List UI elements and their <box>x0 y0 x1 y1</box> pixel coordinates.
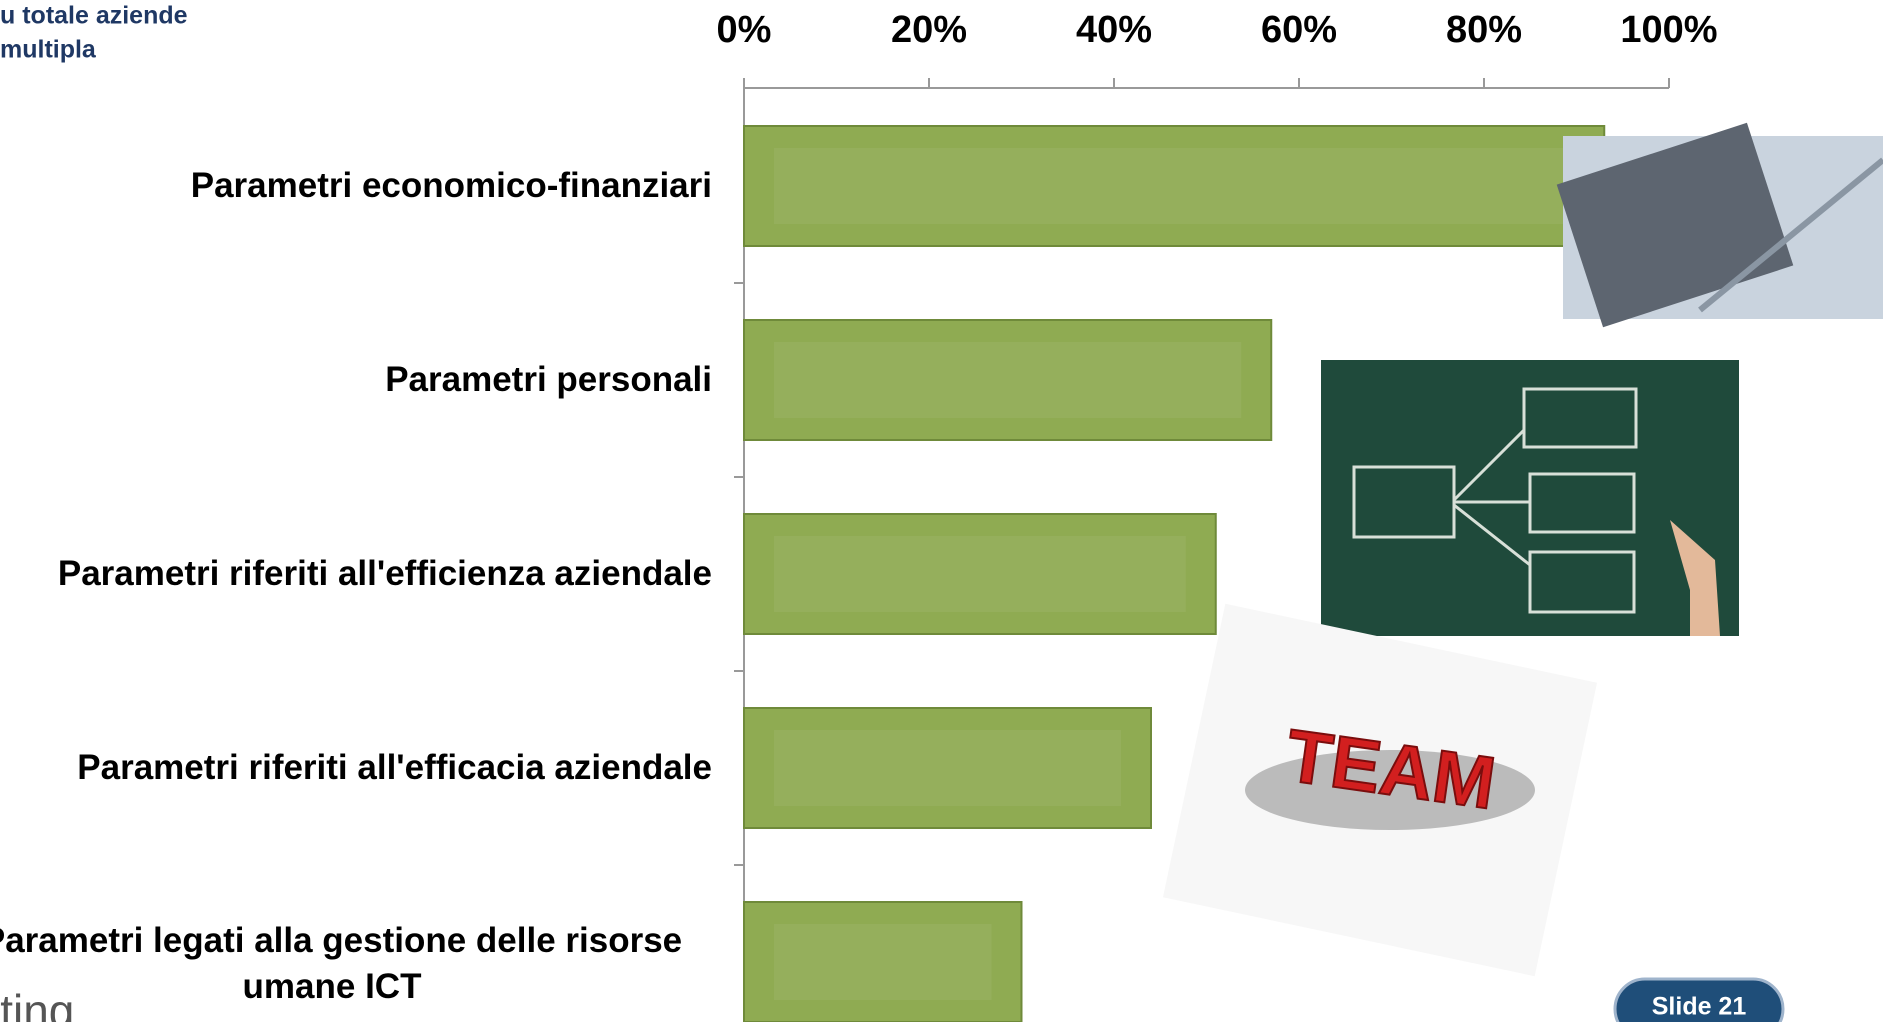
slide-number: Slide 21 <box>1652 993 1747 1021</box>
x-tick-label: 80% <box>1446 9 1522 51</box>
team-image: TEAM <box>1163 604 1597 976</box>
x-tick-label: 20% <box>891 9 967 51</box>
category-label: Parametri riferiti all'efficacia azienda… <box>0 745 712 791</box>
bar-bevel <box>774 342 1241 418</box>
x-tick-label: 0% <box>717 9 772 51</box>
x-tick-label: 60% <box>1261 9 1337 51</box>
bar-bevel <box>774 148 1574 224</box>
chalkboard-image <box>1321 360 1739 636</box>
x-tick-label: 40% <box>1076 9 1152 51</box>
category-label: Parametri personali <box>0 357 712 403</box>
bar-bevel <box>774 924 992 1000</box>
header-line: u totale aziende <box>0 2 188 30</box>
slide: u totale aziende multipla 0% 20% 40% 60% 80%… <box>0 0 1883 1022</box>
bar-bevel <box>774 536 1186 612</box>
calculator-image <box>1557 123 1883 327</box>
category-label: Parametri legati alla gestione delle ris… <box>0 918 712 1010</box>
category-label: Parametri riferiti all'efficienza aziend… <box>0 551 712 597</box>
category-label: Parametri economico-finanziari <box>0 163 712 209</box>
bar-bevel <box>774 730 1121 806</box>
chart: u totale aziende multipla 0% 20% 40% 60% 80%… <box>0 0 1883 1022</box>
header-line: multipla <box>0 36 97 64</box>
x-tick-label: 100% <box>1620 9 1717 51</box>
